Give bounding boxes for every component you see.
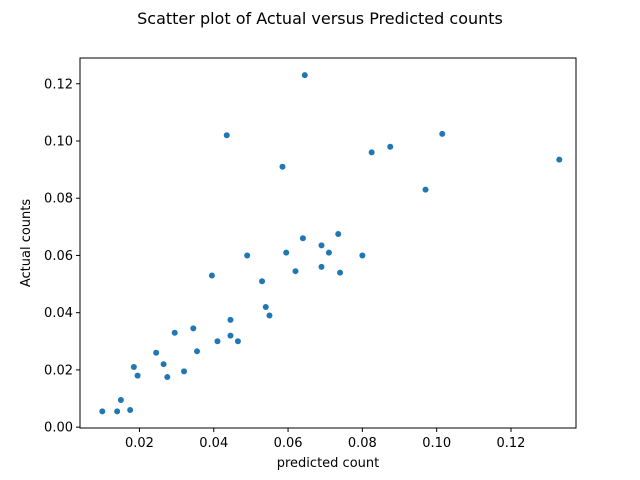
data-point — [335, 230, 342, 237]
data-point — [234, 338, 241, 345]
data-points-layer — [99, 72, 563, 415]
data-point — [422, 186, 429, 193]
data-point — [439, 130, 446, 137]
data-point — [227, 316, 234, 323]
y-tick-label: 0.12 — [44, 77, 73, 92]
data-point — [301, 72, 308, 79]
data-point — [244, 252, 251, 259]
x-tick-label: 0.04 — [199, 436, 228, 451]
x-tick-label: 0.06 — [274, 436, 303, 451]
y-axis-label: Actual counts — [19, 199, 34, 288]
chart-title: Scatter plot of Actual versus Predicted … — [137, 9, 503, 28]
y-tick-label: 0.02 — [44, 363, 73, 378]
data-point — [130, 364, 137, 371]
data-point — [214, 338, 221, 345]
data-point — [171, 329, 178, 336]
data-point — [181, 368, 188, 375]
data-point — [160, 361, 167, 368]
data-point — [127, 406, 134, 413]
data-point — [325, 249, 332, 256]
data-point — [387, 143, 394, 150]
y-tick-label: 0.08 — [44, 192, 73, 207]
data-point — [259, 278, 266, 285]
data-point — [299, 235, 306, 242]
data-point — [262, 303, 269, 310]
data-point — [114, 408, 121, 415]
x-tick-label: 0.02 — [125, 436, 154, 451]
x-tick-label: 0.12 — [497, 436, 526, 451]
data-point — [153, 349, 160, 356]
data-point — [368, 149, 375, 156]
x-tick-label: 0.08 — [348, 436, 377, 451]
x-tick-label: 0.10 — [422, 436, 451, 451]
data-point — [279, 163, 286, 170]
data-point — [208, 272, 215, 279]
data-point — [318, 242, 325, 249]
data-point — [318, 263, 325, 270]
data-point — [227, 332, 234, 339]
data-point — [283, 249, 290, 256]
x-axis-ticks: 0.02 0.04 0.06 0.08 0.10 0.12 — [125, 428, 525, 451]
data-point — [556, 156, 563, 163]
data-point — [99, 408, 106, 415]
data-point — [164, 374, 171, 381]
y-tick-label: 0.06 — [44, 249, 73, 264]
y-tick-label: 0.04 — [44, 306, 73, 321]
data-point — [359, 252, 366, 259]
data-point — [194, 348, 201, 355]
y-tick-label: 0.10 — [44, 134, 73, 149]
plot-area-frame — [79, 57, 577, 429]
data-point — [223, 132, 230, 139]
data-point — [190, 325, 197, 332]
data-point — [292, 268, 299, 275]
data-point — [117, 396, 124, 403]
data-point — [337, 269, 344, 276]
data-point — [134, 372, 141, 379]
y-tick-label: 0.00 — [44, 421, 73, 436]
y-axis-ticks: 0.00 0.02 0.04 0.06 0.08 0.10 0.12 — [44, 77, 80, 436]
x-axis-label: predicted count — [277, 456, 379, 471]
data-point — [266, 312, 273, 319]
